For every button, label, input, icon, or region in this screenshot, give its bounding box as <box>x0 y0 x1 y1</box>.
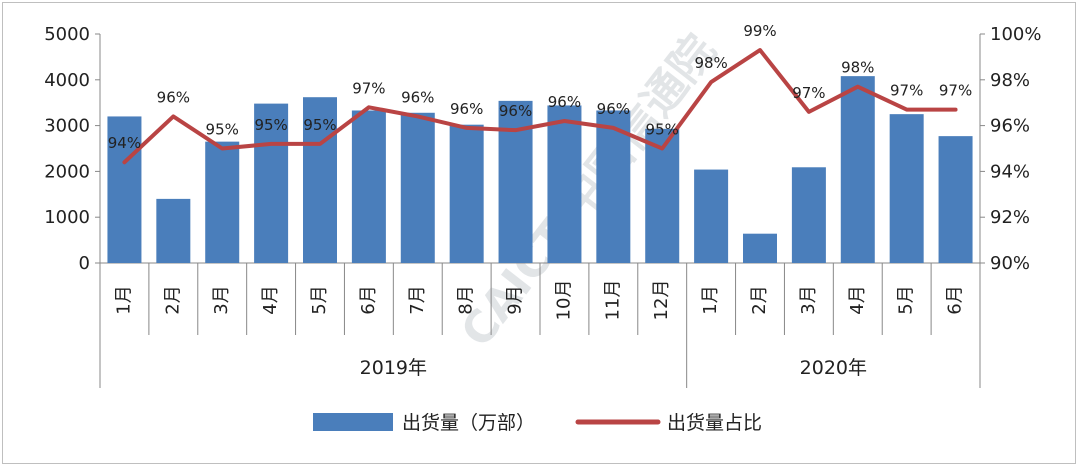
line-data-label: 96% <box>401 88 434 106</box>
line-data-label: 95% <box>206 121 239 139</box>
data-labels: 94% 96% 95% 95% 95% 97% 96% 96% 96% 96% 96% 95% 98% 9… <box>108 22 972 152</box>
bar-series <box>107 76 973 264</box>
category-label: 8月 <box>456 285 477 314</box>
legend-bar-label: 出货量（万部） <box>402 412 535 434</box>
line-data-label: 95% <box>646 121 679 139</box>
bar <box>743 233 777 263</box>
bar <box>205 141 240 263</box>
bar <box>840 76 875 263</box>
bar <box>645 128 680 263</box>
bar <box>107 116 142 263</box>
line-data-label: 97% <box>890 82 923 100</box>
bar <box>303 97 337 263</box>
line-data-label: 96% <box>597 100 630 118</box>
y-right-tick-label: 98% <box>990 70 1030 91</box>
bar <box>938 136 973 263</box>
category-label: 1月 <box>113 285 134 314</box>
category-label: 9月 <box>505 285 526 314</box>
axes <box>95 33 985 388</box>
category-label: 2月 <box>162 285 183 314</box>
line-data-label: 97% <box>352 79 385 97</box>
bar <box>694 169 729 263</box>
y-left-tick-label: 4000 <box>44 70 90 91</box>
category-label: 5月 <box>896 285 917 314</box>
y-right-tick-label: 96% <box>990 116 1030 137</box>
legend-line-label: 出货量占比 <box>667 412 762 434</box>
line-data-label: 96% <box>450 100 483 118</box>
bar <box>400 112 435 263</box>
y-left-tick-label: 3000 <box>44 116 90 137</box>
bar <box>254 103 289 263</box>
bar <box>547 105 582 263</box>
legend-bar-swatch <box>313 413 393 431</box>
category-label: 1月 <box>700 285 721 314</box>
category-label: 3月 <box>211 285 232 314</box>
category-label: 6月 <box>358 285 379 314</box>
bar <box>596 110 631 264</box>
category-label: 4月 <box>260 285 281 314</box>
line-data-label: 96% <box>499 102 532 120</box>
y-right-tick-label: 94% <box>990 161 1030 182</box>
y-right-tick-label: 92% <box>990 207 1030 228</box>
category-label: 11月 <box>602 280 623 321</box>
line-data-label: 98% <box>841 59 874 77</box>
year-labels: 2019年 2020年 <box>360 357 867 379</box>
line-data-label: 99% <box>743 22 776 40</box>
bar <box>498 100 533 263</box>
y-left-tick-label: 1000 <box>44 207 90 228</box>
line-data-label: 96% <box>157 88 190 106</box>
line-data-label: 98% <box>694 54 727 72</box>
year-label: 2020年 <box>800 357 867 379</box>
line-data-label: 96% <box>548 93 581 111</box>
y-left-tick-label: 2000 <box>44 161 90 182</box>
bar <box>449 124 484 264</box>
share-line <box>122 48 958 165</box>
category-label: 2月 <box>749 285 770 314</box>
line-data-label: 97% <box>792 84 825 102</box>
category-label: 6月 <box>945 285 966 314</box>
category-label: 12月 <box>651 280 672 321</box>
line-data-label: 95% <box>303 116 336 134</box>
tick-labels: 0 1000 2000 3000 4000 5000 90% 92% 94% 96% 98% 100% <box>44 24 1041 274</box>
line-data-label: 95% <box>254 116 287 134</box>
bar <box>351 110 386 264</box>
y-left-tick-label: 0 <box>79 253 90 274</box>
line-data-label: 97% <box>939 82 972 100</box>
line-series <box>122 48 958 165</box>
legend: 出货量（万部） 出货量占比 <box>313 412 762 434</box>
line-data-label: 94% <box>108 134 141 152</box>
bar <box>156 198 191 263</box>
category-label: 3月 <box>798 285 819 314</box>
y-right-tick-label: 90% <box>990 253 1030 274</box>
y-right-tick-label: 100% <box>990 24 1041 45</box>
category-label: 7月 <box>407 285 428 314</box>
bar <box>889 114 924 264</box>
bar <box>791 167 826 263</box>
category-label: 5月 <box>309 285 330 314</box>
y-left-tick-label: 5000 <box>44 24 90 45</box>
category-labels: 1月 2月 3月 4月 5月 6月 7月 8月 9月 10月 11月 12月 1月 2月 3月 4月 5月 6月 <box>113 280 965 321</box>
category-label: 4月 <box>847 285 868 314</box>
year-label: 2019年 <box>360 357 427 379</box>
category-label: 10月 <box>553 280 574 321</box>
